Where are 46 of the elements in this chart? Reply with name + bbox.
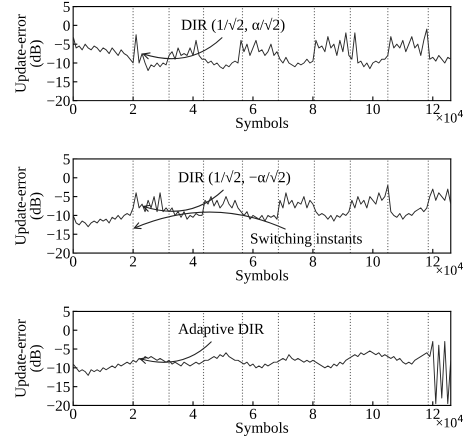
x-tick-label: 6 xyxy=(250,256,256,267)
y-tick-label: 0 xyxy=(63,325,70,336)
x-tick-label: 8 xyxy=(310,408,316,420)
y-tick-label: −10 xyxy=(47,210,70,221)
y-tick-label: 5 xyxy=(64,2,70,12)
y-tick-label: −15 xyxy=(47,382,70,392)
y-tick-label: −15 xyxy=(47,229,70,240)
y-tick-label: −20 xyxy=(47,96,70,106)
y-tick-label: −20 xyxy=(47,400,70,411)
x-tick-label: 12 xyxy=(426,408,440,419)
y-tick-label: −5 xyxy=(54,192,70,202)
x-tick-label: 10 xyxy=(366,104,380,114)
y-axis-title: Update-error (dB) xyxy=(14,319,44,398)
y-tick-label: −10 xyxy=(47,362,70,374)
y-tick-label: 0 xyxy=(63,172,70,184)
annotation: Adaptive DIR xyxy=(178,323,264,338)
x-tick-label: 8 xyxy=(310,256,316,267)
y-tick-label: 5 xyxy=(64,154,70,164)
x-axis-title: Symbols xyxy=(236,117,288,132)
y-tick-label: −15 xyxy=(47,77,70,88)
x-tick-label: 12 xyxy=(426,256,440,266)
y-tick-label: −5 xyxy=(54,344,70,354)
x-tick-label: 10 xyxy=(366,408,380,420)
annotation: DIR (1/√2, −α/√2) xyxy=(178,170,290,186)
x-tick-label: 2 xyxy=(130,104,136,114)
y-axis-title: Update-error (dB) xyxy=(14,14,44,93)
annotation: Switching instants xyxy=(250,232,362,247)
x-tick-label: 6 xyxy=(250,104,256,114)
x-axis-title: Symbols xyxy=(236,422,288,436)
x-tick-label: 6 xyxy=(250,408,256,420)
y-tick-label: −20 xyxy=(47,248,70,259)
y-tick-label: −5 xyxy=(54,39,70,50)
x-tick-label: 4 xyxy=(190,408,197,419)
line-series xyxy=(73,184,451,228)
y-tick-label: 0 xyxy=(63,20,70,31)
y-tick-label: 5 xyxy=(64,306,70,317)
x-tick-label: 8 xyxy=(310,104,316,114)
x-tick-label: 2 xyxy=(130,256,136,266)
annotation: DIR (1/√2, α/√2) xyxy=(181,18,284,34)
x-tick-label: 10 xyxy=(366,256,380,267)
y-axis-title: Update-error (dB) xyxy=(14,166,44,246)
x-axis-title: Symbols xyxy=(236,270,288,284)
x-tick-label: 4 xyxy=(190,256,197,266)
x-tick-label: 2 xyxy=(130,408,136,419)
y-tick-label: −10 xyxy=(47,58,70,68)
x-tick-label: 4 xyxy=(190,104,197,114)
